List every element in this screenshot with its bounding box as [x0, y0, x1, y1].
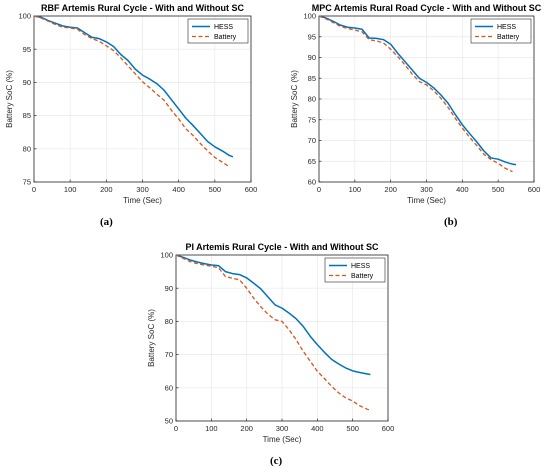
x-axis-label: Time (Sec) [123, 196, 162, 205]
legend: HESS Battery [470, 18, 532, 44]
chart-pi: PI Artemis Rural Cycle - With and Withou… [147, 242, 395, 444]
y-axis-label: Battery SoC (%) [147, 309, 156, 367]
y-tick-label: 100 [160, 251, 173, 260]
legend-label: HESS [214, 24, 233, 31]
legend-label: Battery [351, 273, 374, 280]
y-tick-label: 60 [308, 178, 316, 187]
y-tick-label: 50 [165, 417, 173, 426]
series-line-battery [175, 254, 371, 411]
legend-label: Battery [214, 34, 237, 41]
legend-box [470, 18, 532, 44]
x-tick-label: 500 [492, 185, 505, 194]
series-line-hess [33, 15, 234, 158]
chart-title: PI Artemis Rural Cycle - With and Withou… [185, 242, 379, 252]
x-tick-label: 300 [420, 185, 433, 194]
x-tick-label: 400 [311, 424, 324, 433]
panel-label-c: (c) [270, 455, 283, 467]
series-line-hess [175, 254, 371, 376]
y-tick-label: 95 [308, 32, 316, 41]
x-tick-label: 400 [456, 185, 469, 194]
series-line-hess [318, 15, 517, 166]
x-tick-label: 500 [209, 185, 222, 194]
y-tick-label: 90 [308, 53, 316, 62]
legend-box [187, 18, 249, 44]
x-tick-label: 200 [100, 185, 113, 194]
legend-label: Battery [497, 34, 520, 41]
chart-title: MPC Artemis Rural Road Cycle - With and … [312, 3, 542, 13]
chart-rbf: RBF Artemis Rural Cycle - With and Witho… [5, 3, 258, 205]
y-tick-label: 80 [165, 317, 173, 326]
y-tick-label: 75 [308, 115, 316, 124]
x-tick-label: 100 [349, 185, 362, 194]
legend: HESS Battery [187, 18, 249, 44]
y-tick-label: 65 [308, 157, 316, 166]
x-tick-label: 600 [245, 185, 258, 194]
y-tick-label: 85 [308, 74, 316, 83]
legend-box [324, 257, 386, 283]
y-axis-label: Battery SoC (%) [290, 70, 299, 128]
y-tick-label: 100 [303, 12, 316, 21]
x-tick-label: 300 [276, 424, 289, 433]
y-tick-label: 75 [23, 178, 31, 187]
y-tick-label: 100 [18, 12, 31, 21]
y-tick-label: 70 [165, 350, 173, 359]
x-tick-label: 200 [384, 185, 397, 194]
y-tick-label: 80 [308, 95, 316, 104]
y-tick-label: 90 [165, 284, 173, 293]
panel-label-b: (b) [444, 216, 458, 228]
x-tick-label: 400 [172, 185, 185, 194]
legend: HESS Battery [324, 257, 386, 283]
x-tick-label: 100 [64, 185, 77, 194]
series-line-battery [33, 15, 230, 168]
x-tick-label: 500 [346, 424, 359, 433]
y-tick-label: 90 [23, 78, 31, 87]
x-tick-label: 200 [240, 424, 253, 433]
y-tick-label: 85 [23, 111, 31, 120]
legend-label: HESS [497, 24, 516, 31]
x-axis-label: Time (Sec) [263, 435, 302, 444]
x-axis-label: Time (Sec) [407, 196, 446, 205]
x-tick-label: 600 [528, 185, 541, 194]
series-line-battery [318, 15, 513, 173]
x-tick-label: 0 [317, 185, 321, 194]
legend-label: HESS [351, 263, 370, 270]
panel-label-a: (a) [100, 216, 113, 228]
x-tick-label: 100 [205, 424, 218, 433]
x-tick-label: 600 [382, 424, 395, 433]
y-tick-label: 80 [23, 144, 31, 153]
x-tick-label: 0 [32, 185, 36, 194]
y-axis-label: Battery SoC (%) [5, 70, 14, 128]
y-tick-label: 60 [165, 383, 173, 392]
y-tick-label: 70 [308, 136, 316, 145]
y-tick-label: 95 [23, 45, 31, 54]
x-tick-label: 300 [136, 185, 149, 194]
chart-mpc: MPC Artemis Rural Road Cycle - With and … [290, 3, 542, 205]
chart-title: RBF Artemis Rural Cycle - With and Witho… [41, 3, 245, 13]
x-tick-label: 0 [174, 424, 178, 433]
